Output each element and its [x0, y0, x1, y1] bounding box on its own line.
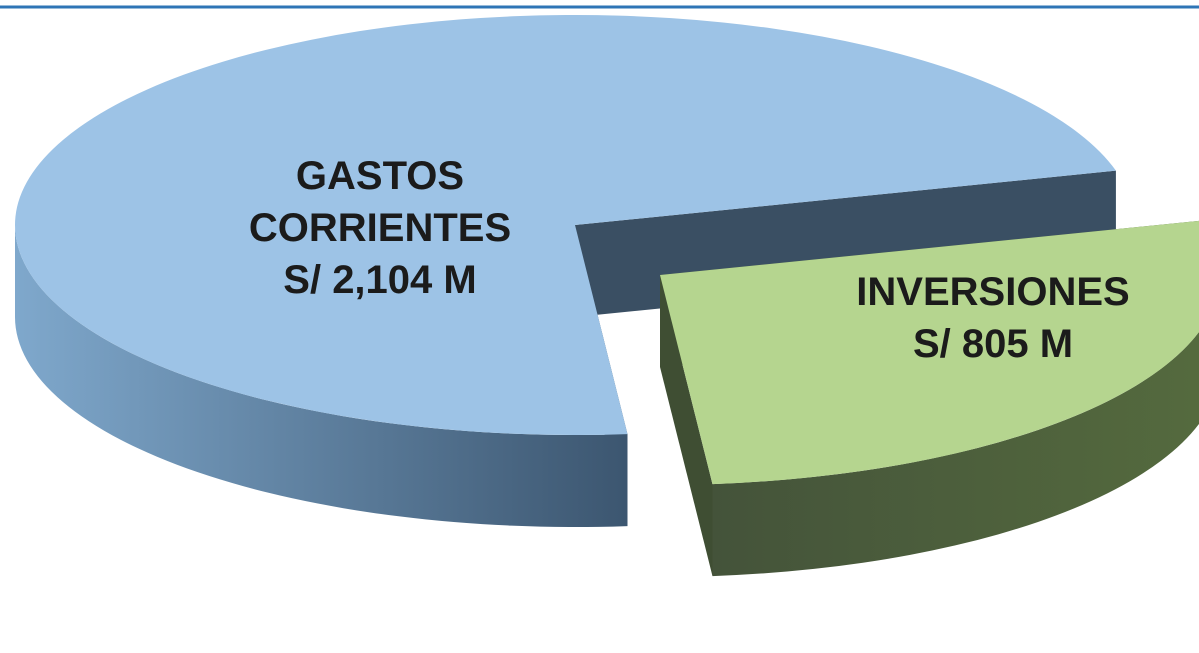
slice-wall: [660, 275, 713, 577]
slice-side: [15, 225, 628, 527]
slice: [14, 14, 1116, 527]
category-label: GASTOS CORRIENTES: [248, 154, 512, 250]
value-label: S/ 2,104 M: [283, 258, 477, 302]
slice-top: [660, 220, 1199, 485]
slice: [660, 220, 1199, 577]
slice-label: INVERSIONES S/ 805 M: [833, 266, 1153, 370]
slice-top: [14, 14, 1116, 435]
value-label: S/ 805 M: [912, 322, 1074, 366]
slice-label: GASTOS CORRIENTES S/ 2,104 M: [240, 150, 520, 306]
category-label: INVERSIONES: [856, 270, 1130, 314]
slice-side: [712, 331, 1199, 577]
